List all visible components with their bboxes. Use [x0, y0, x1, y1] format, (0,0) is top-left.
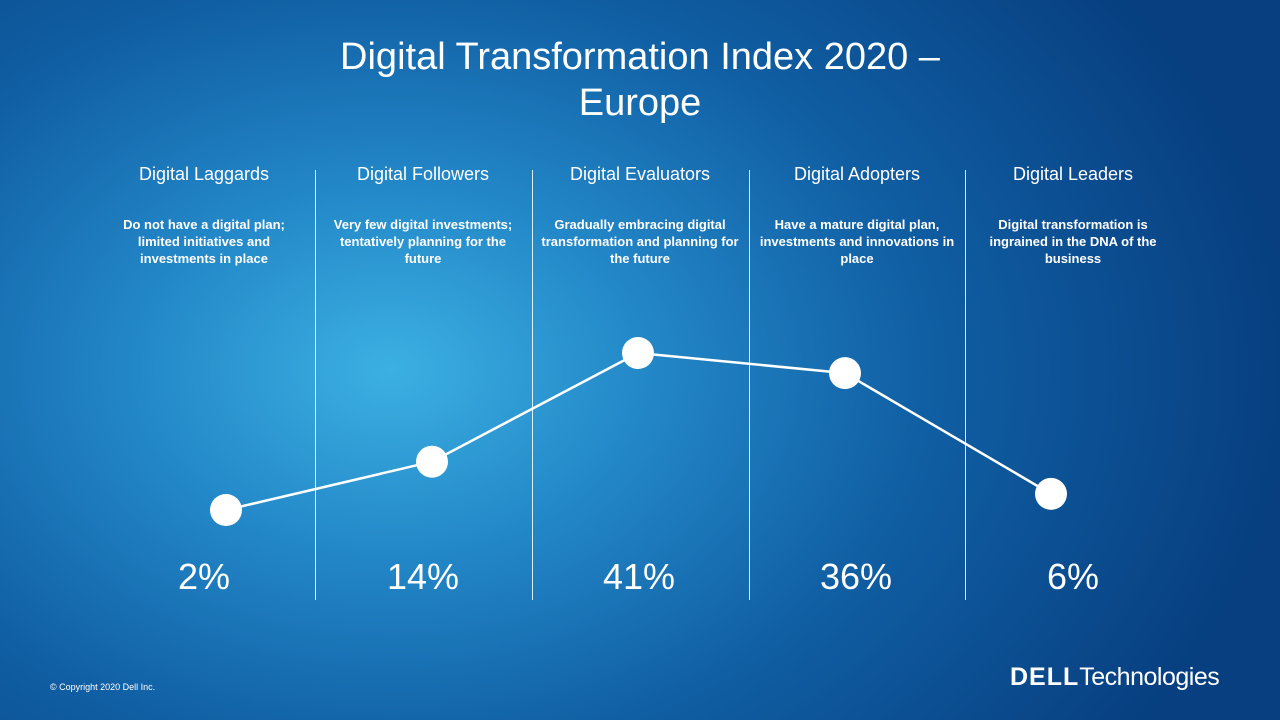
- stage-name: Digital Laggards: [138, 164, 270, 184]
- stage-name: Digital Adopters: [793, 164, 921, 184]
- stage-name: Digital Leaders: [1012, 164, 1134, 184]
- data-point-1: [210, 494, 242, 526]
- value-label: 41%: [602, 556, 676, 597]
- stage-column-adopters: Digital Adopters Have a mature digital p…: [757, 160, 957, 267]
- stage-description: Have a mature digital plan, investments …: [759, 217, 955, 266]
- logo-suffix: Technologies: [1079, 663, 1220, 691]
- data-point-2: [416, 445, 448, 478]
- column-divider: [315, 170, 316, 600]
- line-segment: [225, 460, 433, 512]
- stage-column-evaluators: Digital Evaluators Gradually embracing d…: [540, 160, 740, 267]
- title-line-2: Europe: [578, 82, 702, 124]
- column-divider: [532, 170, 533, 600]
- data-point-3: [622, 337, 654, 369]
- stage-column-leaders: Digital Leaders Digital transformation i…: [973, 160, 1173, 267]
- line-segment: [431, 351, 639, 463]
- stage-column-followers: Digital Followers Very few digital inves…: [323, 160, 523, 267]
- value-label: 14%: [386, 556, 460, 597]
- stage-description: Very few digital investments; tentativel…: [333, 217, 513, 266]
- column-divider: [749, 170, 750, 600]
- logo-brand: DELL: [1010, 663, 1080, 691]
- dell-technologies-logo: DELL Technologies: [1010, 660, 1220, 694]
- value-label: 6%: [1046, 556, 1100, 597]
- stage-description: Gradually embracing digital transformati…: [541, 217, 739, 266]
- value-label: 2%: [177, 556, 231, 597]
- stage-name: Digital Evaluators: [569, 164, 711, 184]
- stage-name: Digital Followers: [356, 164, 490, 184]
- column-divider: [965, 170, 966, 600]
- line-segment: [637, 351, 846, 375]
- title-line-1: Digital Transformation Index 2020 –: [340, 36, 940, 78]
- copyright-notice: © Copyright 2020 Dell Inc.: [50, 682, 156, 692]
- stage-column-laggards: Digital Laggards Do not have a digital p…: [104, 160, 304, 267]
- line-segment: [844, 372, 1052, 495]
- stage-description: Digital transformation is ingrained in t…: [989, 217, 1157, 266]
- data-point-5: [1035, 477, 1067, 510]
- value-label: 36%: [819, 556, 893, 597]
- stage-description: Do not have a digital plan; limited init…: [123, 217, 285, 266]
- data-point-4: [829, 357, 861, 390]
- slide-title: Digital Transformation Index 2020 – Euro…: [0, 34, 1280, 126]
